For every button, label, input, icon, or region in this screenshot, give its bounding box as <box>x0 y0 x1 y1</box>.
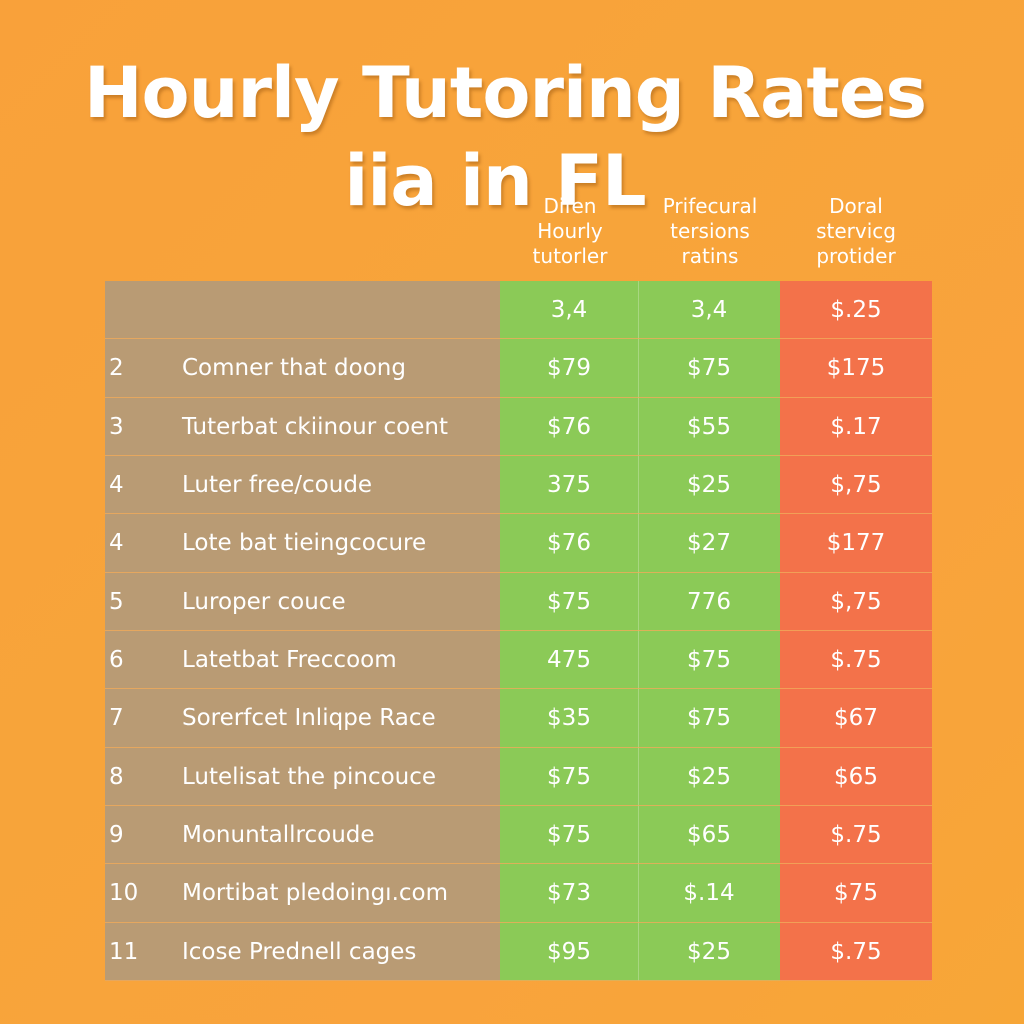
column-header-text: ratins <box>681 244 739 268</box>
rate-cell: $76 <box>547 413 591 440</box>
rate-cell: $35 <box>547 705 591 732</box>
row-label <box>182 281 497 339</box>
rate-cell: $75 <box>687 647 731 673</box>
row-number <box>109 281 149 339</box>
rate-cell: $,75 <box>830 588 882 615</box>
rate-cell: $.75 <box>830 822 882 848</box>
table-row: 11 Icose Prednell cages $95 $25 $.75 <box>105 923 932 981</box>
rate-cell: $76 <box>547 530 591 557</box>
rate-cell: $25 <box>687 472 731 498</box>
rate-cell: $65 <box>687 822 731 848</box>
row-number: 7 <box>109 705 124 732</box>
column-header-text: Prifecural <box>662 194 758 218</box>
table-row: 4 Luter free/coude 375 $25 $,75 <box>105 456 932 515</box>
rate-cell: $177 <box>826 530 886 557</box>
row-label: Lote bat tieingcocure <box>182 530 427 557</box>
column-header-text: Difen <box>543 194 597 218</box>
rate-cell: 475 <box>547 647 591 673</box>
row-label: Tuterbat ckiinour coent <box>182 413 448 440</box>
rate-cell: $75 <box>547 763 591 790</box>
table-row: 10 Mortibat pledoingı.com $73 $.14 $75 <box>105 864 932 923</box>
rate-cell: $.75 <box>830 647 882 673</box>
rate-cell: $.17 <box>830 413 882 440</box>
rate-cell: $55 <box>687 413 731 440</box>
table-row: 3,4 3,4 $.25 <box>105 281 932 340</box>
rate-cell: 3,4 <box>690 297 728 323</box>
row-number: 4 <box>109 530 124 557</box>
rate-cell: $75 <box>687 355 731 382</box>
column-header-text: protider <box>816 244 896 268</box>
rates-table: 3,4 3,4 $.25 2 Comner that doong $79 $75 $175 3 T… <box>105 281 932 981</box>
table-row: 5 Luroper couce $75 776 $,75 <box>105 573 932 631</box>
column-header-text: Hourly <box>537 219 603 243</box>
green-column-background <box>638 281 780 981</box>
rate-cell: 776 <box>687 588 731 615</box>
rate-cell: $,75 <box>830 472 882 498</box>
column-header-text: Doral <box>829 194 883 218</box>
rate-cell: 375 <box>547 472 591 498</box>
row-number: 11 <box>109 938 139 965</box>
rate-cell: $75 <box>547 588 591 615</box>
rate-cell: $75 <box>834 880 878 907</box>
table-row: 8 Lutelisat the pincouce $75 $25 $65 <box>105 748 932 806</box>
rate-cell: $67 <box>834 705 878 732</box>
table-row: 7 Sorerfcet Inliqpe Race $35 $75 $67 <box>105 689 932 748</box>
table-row: 3 Tuterbat ckiinour coent $76 $55 $.17 <box>105 398 932 456</box>
row-label: Monuntallrcoude <box>182 822 375 848</box>
row-label: Lutelisat the pincouce <box>182 763 437 790</box>
row-label: Sorerfcet Inliqpe Race <box>182 705 436 732</box>
red-column-background <box>780 281 932 981</box>
row-number: 4 <box>109 472 124 498</box>
label-column-background <box>105 281 500 981</box>
row-label: Mortibat pledoingı.com <box>182 880 449 907</box>
column-header-text: tersions <box>670 219 750 243</box>
table-row: 9 Monuntallrcoude $75 $65 $.75 <box>105 806 932 865</box>
rate-cell: $75 <box>547 822 591 848</box>
rate-cell: $75 <box>687 705 731 732</box>
column-divider <box>638 281 639 981</box>
row-number: 9 <box>109 822 124 848</box>
rate-cell: $73 <box>547 880 591 907</box>
column-header-text: stervicg <box>816 219 896 243</box>
column-header-3: Doral stervicg protider <box>780 194 932 269</box>
row-label: Latetbat Freccoom <box>182 647 397 673</box>
table-row: 2 Comner that doong $79 $75 $175 <box>105 339 932 398</box>
rate-cell: $79 <box>547 355 591 382</box>
rate-cell: $.14 <box>683 880 735 907</box>
row-number: 8 <box>109 763 124 790</box>
row-number: 6 <box>109 647 124 673</box>
column-header-2: Prifecural tersions ratins <box>640 194 780 269</box>
green-column-background <box>500 281 638 981</box>
rate-cell: $175 <box>826 355 886 382</box>
row-label: Icose Prednell cages <box>182 938 417 965</box>
row-label: Comner that doong <box>182 355 406 382</box>
chart-subtitle: iia in FL <box>344 140 646 222</box>
column-header-1: Difen Hourly tutorler <box>500 194 640 269</box>
row-number: 2 <box>109 355 124 382</box>
row-label: Luroper couce <box>182 588 346 615</box>
rate-cell: $95 <box>547 938 591 965</box>
table-row: 6 Latetbat Freccoom 475 $75 $.75 <box>105 631 932 690</box>
rate-cell: $25 <box>687 938 731 965</box>
column-header-text: tutorler <box>532 244 608 268</box>
row-label: Luter free/coude <box>182 472 373 498</box>
rate-cell: $27 <box>687 530 731 557</box>
chart-title: Hourly Tutoring Rates <box>83 52 927 134</box>
rate-cell: $25 <box>687 763 731 790</box>
rate-cell: 3,4 <box>550 297 588 323</box>
rate-cell: $.25 <box>830 297 882 323</box>
table-row: 4 Lote bat tieingcocure $76 $27 $177 <box>105 514 932 573</box>
row-number: 5 <box>109 588 124 615</box>
rate-cell: $.75 <box>830 938 882 965</box>
rate-cell: $65 <box>834 763 878 790</box>
row-number: 10 <box>109 880 139 907</box>
row-number: 3 <box>109 413 124 440</box>
